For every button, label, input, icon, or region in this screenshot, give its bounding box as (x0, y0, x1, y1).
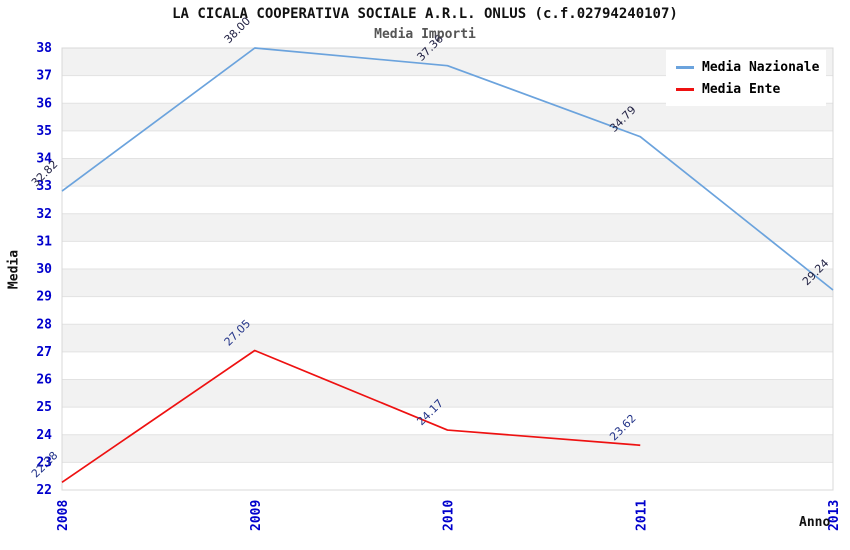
x-tick-label: 2011 (634, 500, 649, 531)
y-tick-label: 27 (36, 345, 52, 360)
y-tick-label: 24 (36, 428, 52, 443)
plot-band (62, 462, 833, 490)
legend-item-media-ente: Media Ente (676, 78, 826, 100)
plot-band (62, 103, 833, 131)
data-label: 38.00 (222, 15, 253, 46)
y-tick-label: 26 (36, 373, 52, 388)
legend: Media Nazionale Media Ente (666, 50, 826, 106)
y-tick-label: 25 (36, 400, 52, 415)
y-tick-label: 32 (36, 207, 52, 222)
y-tick-label: 23 (36, 455, 52, 470)
legend-label-nazionale: Media Nazionale (702, 59, 820, 75)
x-tick-label: 2010 (442, 500, 457, 531)
legend-swatch-nazionale-icon (676, 65, 694, 69)
x-tick-label: 2008 (56, 500, 71, 531)
y-axis-title: Media (6, 249, 22, 290)
y-tick-label: 28 (36, 317, 52, 332)
data-label: 22.28 (29, 449, 60, 480)
plot-band (62, 351, 833, 380)
plot-band (62, 324, 833, 352)
y-tick-label: 29 (36, 290, 52, 305)
series-line-media-ente (61, 349, 641, 483)
plot-band (62, 241, 833, 269)
y-tick-label: 22 (36, 483, 52, 498)
chart-subtitle: Media Importi (374, 27, 476, 42)
y-tick-label: 38 (36, 41, 52, 56)
x-tick-label: 2013 (827, 500, 842, 531)
legend-item-media-nazionale: Media Nazionale (676, 56, 826, 78)
x-tick-label: 2009 (249, 500, 264, 531)
plot-band (62, 296, 833, 325)
plot-band (62, 130, 833, 159)
plot-band (62, 269, 833, 297)
plot-band (62, 213, 833, 242)
y-tick-label: 31 (36, 234, 52, 249)
chart-title: LA CICALA COOPERATIVA SOCIALE A.R.L. ONL… (172, 6, 678, 22)
y-tick-label: 37 (36, 69, 52, 84)
series-line-media-nazionale (61, 47, 834, 291)
y-tick-label: 33 (36, 179, 52, 194)
y-tick-label: 34 (36, 152, 52, 167)
y-tick-label: 30 (36, 262, 52, 277)
y-tick-label: 36 (36, 96, 52, 111)
plot-band (62, 434, 833, 463)
plot-band (62, 158, 833, 187)
legend-swatch-ente-icon (676, 87, 694, 91)
plot-band (62, 186, 833, 214)
y-tick-label: 35 (36, 124, 52, 139)
plot-band (62, 379, 833, 408)
x-axis-title: Anno (799, 515, 831, 530)
plot-border (61, 47, 834, 491)
legend-label-ente: Media Ente (702, 81, 781, 97)
